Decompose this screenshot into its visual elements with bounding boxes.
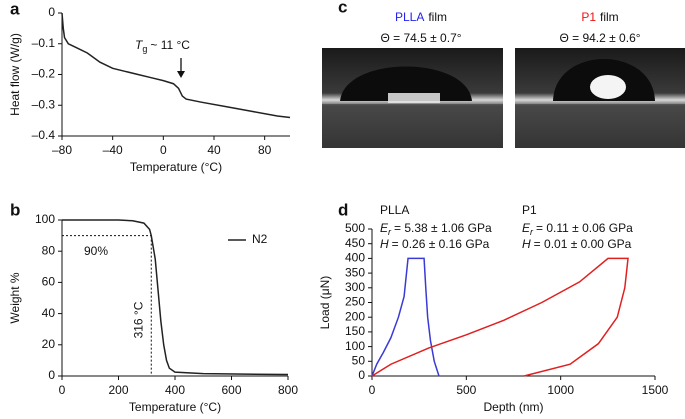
x-tick-label: –80	[52, 143, 72, 157]
x-tick-label: 200	[108, 383, 128, 397]
panel-label: d	[338, 200, 348, 219]
y-tick-label: 200	[345, 309, 365, 323]
property: H = 0.01 ± 0.00 GPa	[522, 237, 632, 251]
property-subscript: r	[388, 227, 392, 237]
image-name: P1	[581, 10, 596, 24]
contact-angle: Θ = 94.2 ± 0.6°	[559, 31, 640, 45]
x-tick-label: 600	[221, 383, 241, 397]
x-tick-label: 0	[160, 143, 167, 157]
image-title: PLLA film	[395, 10, 447, 24]
y-tick-label: 50	[352, 353, 366, 367]
y-tick-label: 100	[35, 212, 55, 226]
data-line	[371, 257, 629, 377]
photo	[515, 48, 685, 148]
property-text: = 5.38 ± 1.06 GPa	[394, 221, 492, 235]
y-tick-label: 0	[48, 368, 55, 382]
x-tick-label: 40	[207, 143, 221, 157]
y-axis-label: Heat flow (W/g)	[8, 33, 22, 116]
x-tick-label: 500	[456, 383, 476, 397]
property-symbol: E	[522, 221, 531, 235]
y-tick-label: 400	[345, 251, 365, 265]
property: Er = 0.11 ± 0.06 GPa	[522, 221, 633, 237]
property-text: = 0.11 ± 0.06 GPa	[536, 221, 633, 235]
y-tick-label: –0.1	[32, 36, 56, 50]
panel-label: a	[10, 0, 20, 18]
property-text: = 0.26 ± 0.16 GPa	[392, 237, 490, 251]
panel-label: b	[10, 200, 20, 219]
y-tick-label: 0	[48, 5, 55, 19]
y-tick-label: –0.4	[32, 128, 56, 142]
y-tick-label: 300	[345, 280, 365, 294]
y-axis-label: Load (μN)	[318, 276, 332, 330]
x-tick-label: 0	[369, 383, 376, 397]
image-name: PLLA	[395, 10, 424, 24]
image-title: P1 film	[581, 10, 618, 24]
series-name: P1	[522, 203, 537, 217]
property: Er = 5.38 ± 1.06 GPa	[380, 221, 492, 237]
data-line	[61, 12, 291, 119]
reference-label: 316 °C	[131, 301, 145, 338]
y-tick-label: –0.3	[32, 97, 56, 111]
panel-label: c	[338, 0, 347, 16]
y-tick-label: 450	[345, 236, 365, 250]
property-text: = 0.01 ± 0.00 GPa	[534, 237, 632, 251]
image-suffix: film	[428, 10, 447, 24]
x-axis-label: Temperature (°C)	[129, 400, 221, 414]
y-tick-label: 0	[358, 368, 365, 382]
y-tick-label: 80	[42, 243, 56, 257]
x-tick-label: 1500	[642, 383, 669, 397]
y-tick-label: 250	[345, 295, 365, 309]
y-tick-label: 350	[345, 265, 365, 279]
x-axis-label: Depth (nm)	[483, 400, 543, 414]
arrow-head	[177, 71, 185, 78]
y-tick-label: –0.2	[32, 67, 56, 81]
image-suffix: film	[600, 10, 619, 24]
series-name: PLLA	[380, 203, 409, 217]
property-symbol: H	[522, 237, 531, 251]
annotation: Tg ~ 11 °C	[135, 38, 190, 54]
contact-angle: Θ = 74.5 ± 0.7°	[380, 31, 461, 45]
y-tick-label: 60	[42, 275, 56, 289]
reference-label: 90%	[84, 244, 108, 258]
x-tick-label: –40	[103, 143, 123, 157]
data-line	[371, 257, 440, 377]
property-symbol: H	[380, 237, 389, 251]
property: H = 0.26 ± 0.16 GPa	[380, 237, 490, 251]
y-tick-label: 40	[42, 306, 56, 320]
y-tick-label: 500	[345, 221, 365, 235]
legend-label: N2	[252, 232, 268, 246]
y-tick-label: 20	[42, 337, 56, 351]
x-axis-label: Temperature (°C)	[130, 160, 222, 174]
y-tick-label: 150	[345, 324, 365, 338]
x-tick-label: 80	[258, 143, 272, 157]
x-tick-label: 0	[59, 383, 66, 397]
photo	[322, 48, 503, 148]
x-tick-label: 1000	[547, 383, 574, 397]
property-symbol: E	[380, 221, 389, 235]
x-tick-label: 400	[165, 383, 185, 397]
property-subscript: r	[530, 227, 534, 237]
y-tick-label: 100	[345, 339, 365, 353]
y-axis-label: Weight %	[8, 272, 22, 323]
data-line	[62, 219, 289, 376]
x-tick-label: 800	[278, 383, 298, 397]
